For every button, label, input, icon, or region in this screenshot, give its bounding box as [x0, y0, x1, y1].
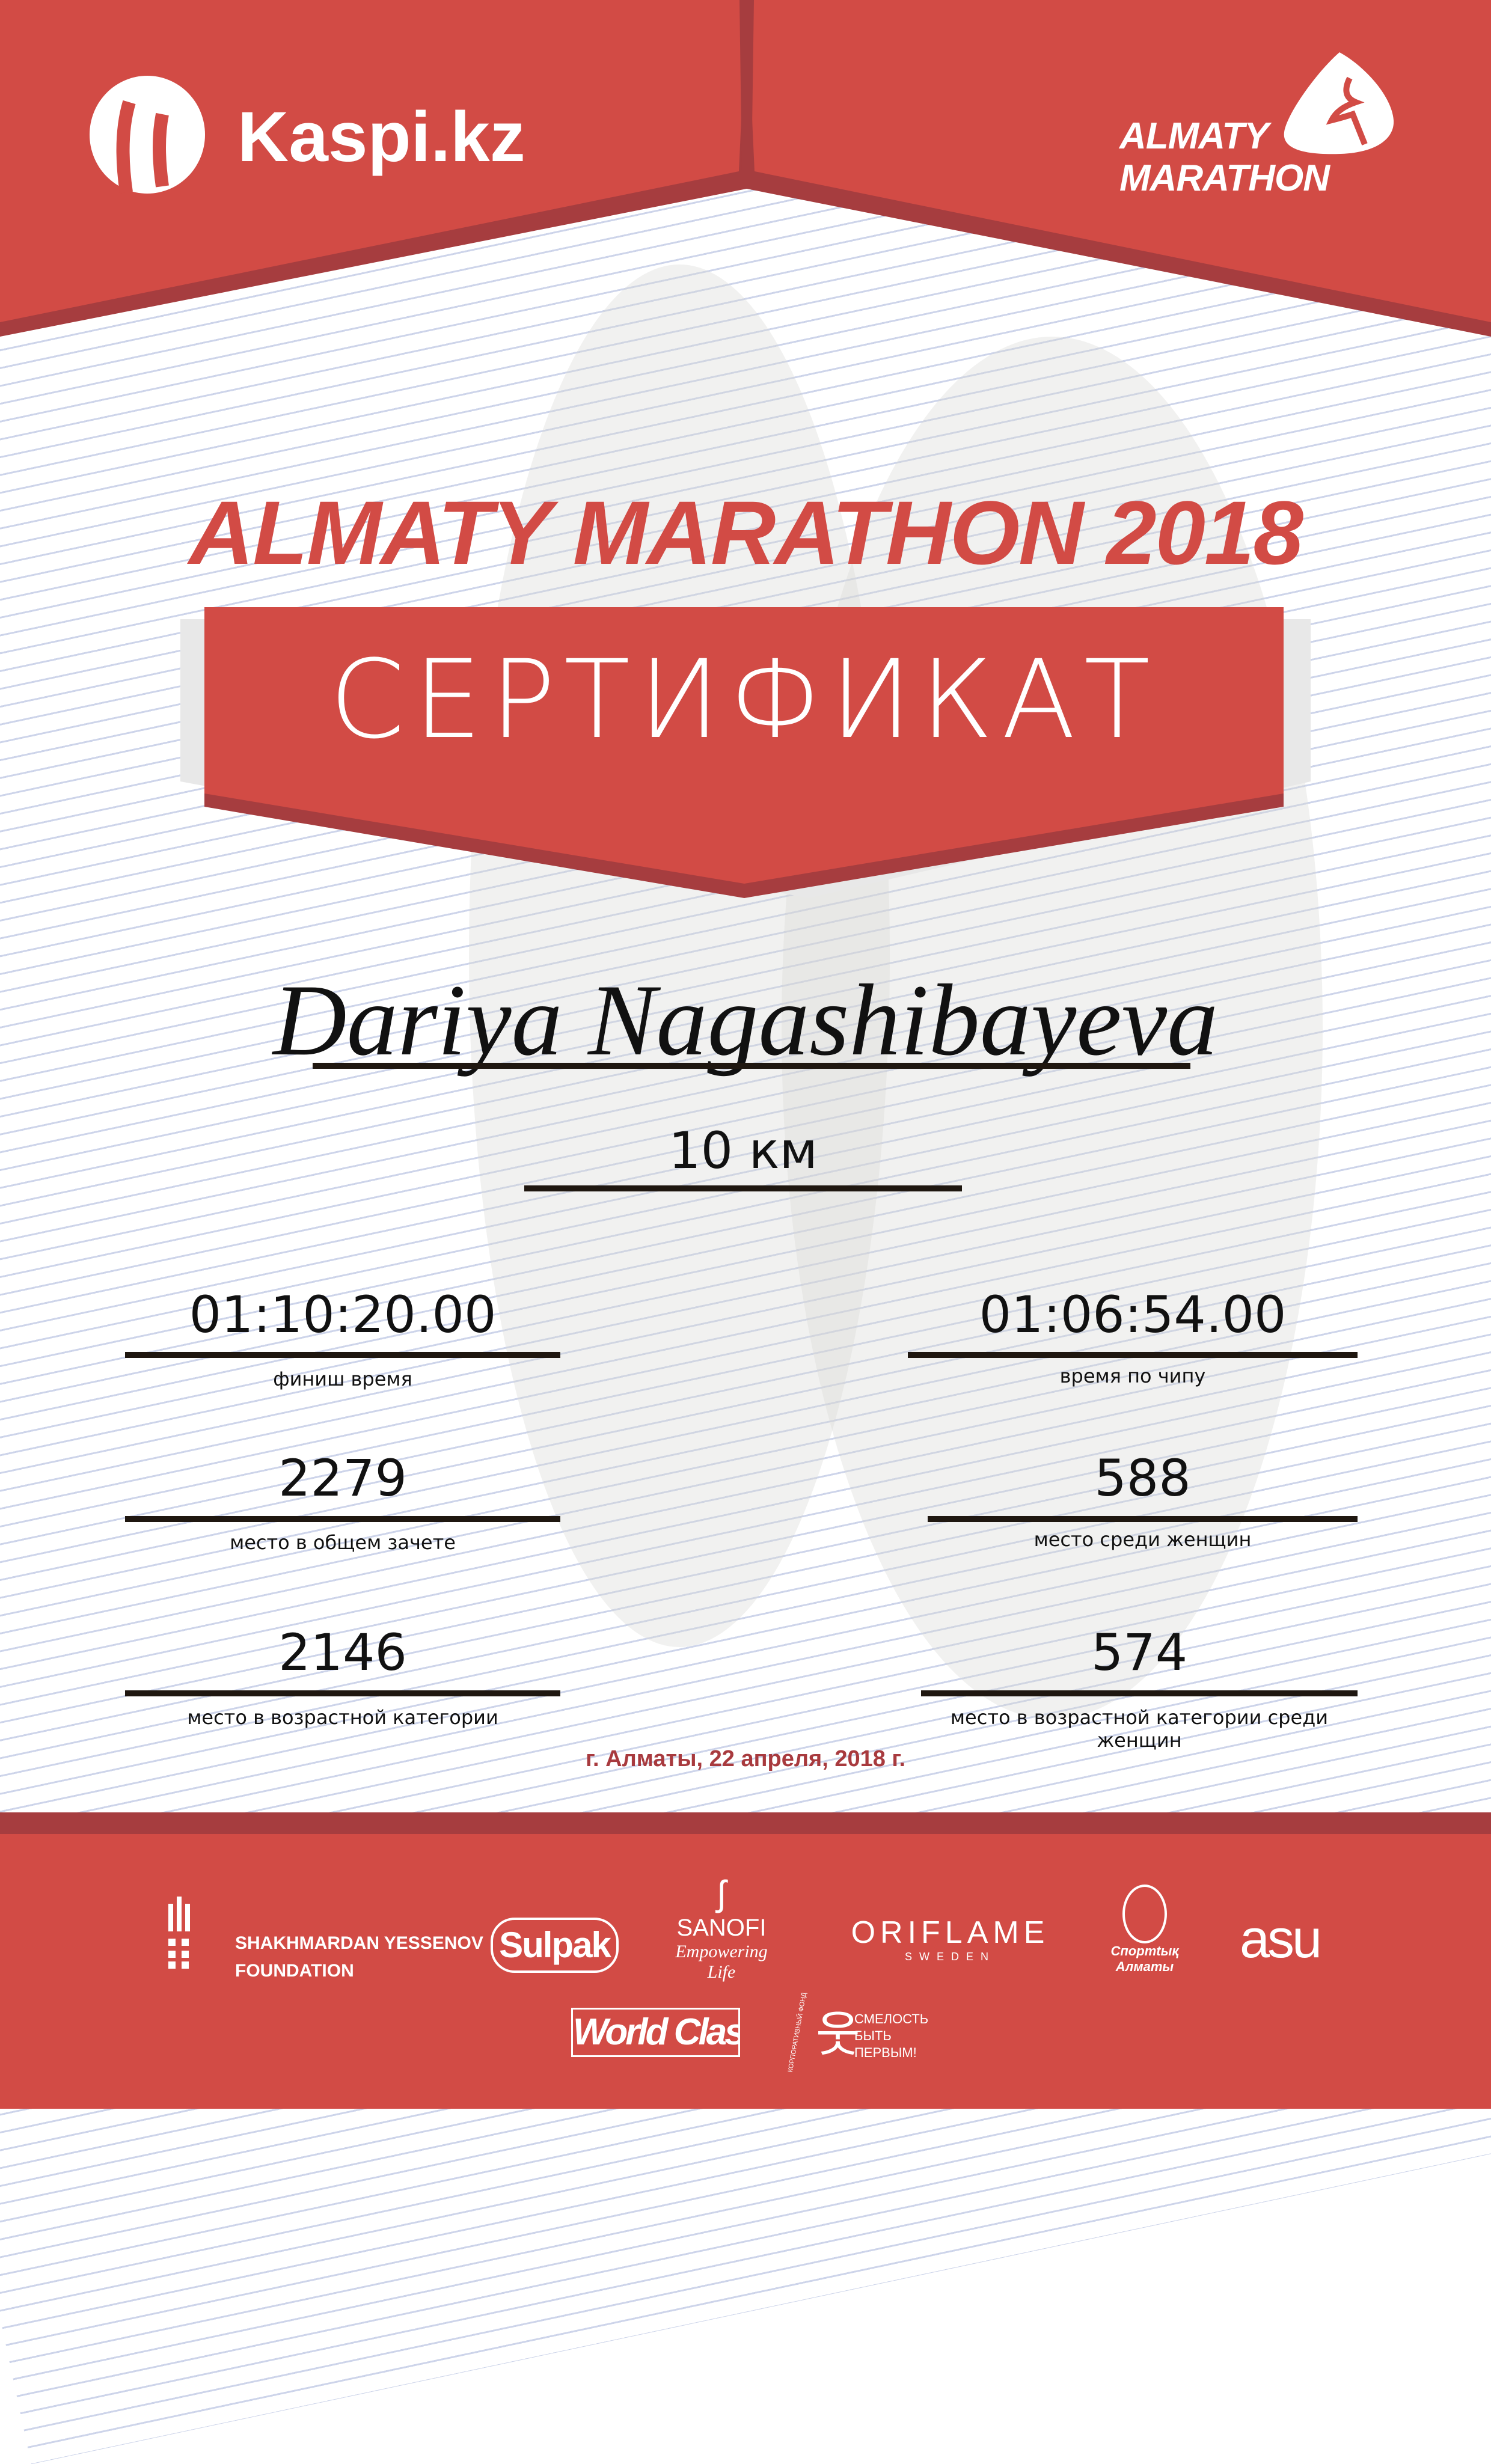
- almaty-marathon-logo-icon: [1284, 52, 1394, 154]
- oriflame-logo: ORIFLAME SWEDEN: [850, 1915, 1051, 1963]
- women-place-label: место среди женщин: [1033, 1528, 1252, 1551]
- smelost-line2: БЫТЬ: [854, 2028, 892, 2043]
- sanofi-logo: ʃ SANOFI Empowering Life: [661, 1872, 782, 1983]
- header-banner: [0, 0, 1491, 337]
- smelost-line1: СМЕЛОСТЬ: [854, 2011, 929, 2026]
- chip-time-label: время по чипу: [1059, 1365, 1206, 1387]
- certificate-label: СЕРТИФИКАТ: [329, 637, 1159, 763]
- sponsors-footer: SHAKHMARDAN YESSENOV FOUNDATION Sulpak ʃ…: [0, 1812, 1491, 2109]
- runner-figure-icon: 웃: [816, 2008, 860, 2061]
- name-underline: [313, 1063, 1190, 1069]
- yessenov-line1: SHAKHMARDAN YESSENOV: [235, 1933, 483, 1953]
- overall-place-label: место в общем зачете: [230, 1531, 456, 1554]
- kaspi-logo: Kaspi.kz: [237, 97, 525, 177]
- asu-logo: asu: [1240, 1909, 1322, 1969]
- age-place-label: место в возрастной категории: [187, 1706, 498, 1729]
- yessenov-line2: FOUNDATION: [235, 1961, 354, 1981]
- almaty-marathon-logo: ALMATY MARATHON: [1119, 115, 1330, 200]
- distance-underline: [524, 1185, 962, 1191]
- sanofi-tagline: Empowering Life: [675, 1942, 768, 1982]
- women-place-line: [928, 1516, 1358, 1522]
- kaspi-logo-icon: [90, 76, 205, 194]
- sanofi-bird-icon: ʃ: [717, 1873, 726, 1913]
- age-place-line: [125, 1690, 560, 1696]
- smelost-line3: ПЕРВЫМ!: [854, 2045, 917, 2060]
- sport-almaty-name: Спортtық Алматы: [1110, 1943, 1179, 1974]
- sport-almaty-logo: Спортtық Алматы: [1100, 1885, 1190, 1975]
- finish-time-value: 01:10:20.00: [189, 1285, 497, 1344]
- women-age-place-value: 574: [1091, 1623, 1188, 1682]
- sulpak-logo: Sulpak: [491, 1918, 619, 1973]
- smelost-fund-logo: КОРПОРАТИВНЫЙ ФОНД 웃 СМЕЛОСТЬ БЫТЬ ПЕРВЫ…: [787, 1992, 931, 2077]
- date-line: г. Алматы, 22 апреля, 2018 г.: [586, 1746, 905, 1772]
- overall-place-line: [125, 1516, 560, 1522]
- finish-time-line: [125, 1352, 560, 1358]
- chip-time-line: [908, 1352, 1358, 1358]
- finish-time-label: финиш время: [273, 1368, 412, 1390]
- participant-name: Dariya Nagashibayeva: [272, 964, 1219, 1077]
- runner-photo-man: [469, 264, 890, 1647]
- overall-place-value: 2279: [278, 1449, 407, 1508]
- oriflame-sub: SWEDEN: [904, 1951, 996, 1963]
- oriflame-name: ORIFLAME: [851, 1915, 1050, 1950]
- chip-time-value: 01:06:54.00: [979, 1285, 1287, 1344]
- logo-line1: ALMATY: [1119, 115, 1269, 157]
- world-class-logo: World Class: [571, 2008, 740, 2057]
- yessenov-icon: [168, 1897, 190, 1969]
- smelost-arc-text: КОРПОРАТИВНЫЙ ФОНД: [786, 1992, 808, 2073]
- women-age-place-line: [921, 1690, 1358, 1696]
- sport-almaty-emblem-icon: [1122, 1885, 1167, 1943]
- certificate-banner: [180, 607, 1311, 898]
- women-place-value: 588: [1094, 1449, 1191, 1508]
- runner-photo-woman: [782, 337, 1323, 1719]
- sanofi-name: SANOFI: [676, 1915, 767, 1941]
- distance-value: 10 км: [669, 1121, 818, 1180]
- age-place-value: 2146: [278, 1623, 407, 1682]
- event-title: ALMATY MARATHON 2018: [189, 482, 1303, 583]
- footer-band: [0, 1812, 1491, 1834]
- logo-line2: MARATHON: [1119, 157, 1330, 199]
- women-age-place-label: место в возрастной категории среди женщи…: [950, 1706, 1329, 1752]
